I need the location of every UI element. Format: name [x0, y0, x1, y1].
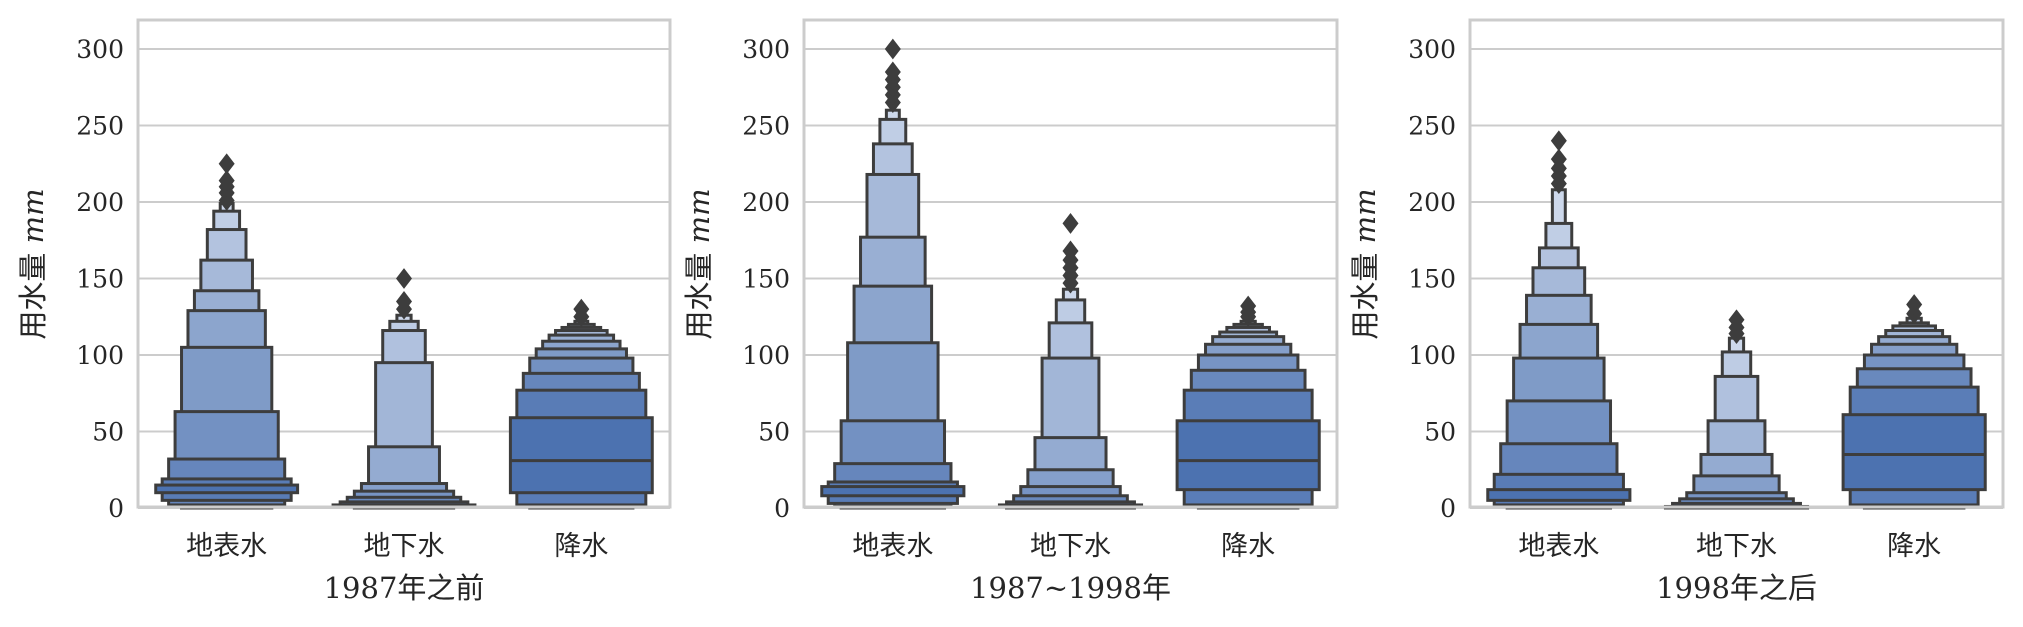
x-tick-label: 地下水	[1696, 531, 1777, 562]
y-tick-label: 150	[76, 265, 124, 294]
boxen-1	[1486, 130, 1632, 510]
boxen-box	[154, 483, 300, 495]
boxen-box	[508, 416, 654, 495]
outlier-point	[1728, 309, 1745, 331]
boxen-3	[1841, 294, 1987, 510]
outlier-point	[884, 38, 901, 60]
y-tick-label: 150	[1408, 265, 1456, 294]
y-axis-title-text: 用水量	[682, 253, 716, 340]
panel-3: 0 50 100 150 200 250 300 地表水 地下水 降水 1998年之后 用水量 mm	[1348, 18, 2005, 605]
y-tick-label: 250	[76, 112, 124, 141]
y-axis-title-text: 用水量	[16, 253, 50, 340]
x-tick-label: 地下水	[1030, 531, 1111, 562]
x-tick-label: 地表水	[186, 531, 267, 562]
y-axis-title: 用水量 mm	[16, 188, 50, 339]
y-axis-title: 用水量 mm	[682, 188, 716, 339]
y-tick-label: 50	[92, 418, 124, 447]
y-tick-label: 300	[76, 35, 124, 64]
boxen-2	[1663, 309, 1810, 510]
y-tick-label: 250	[742, 112, 790, 141]
boxen-3	[1175, 295, 1321, 510]
boxen-box	[1175, 419, 1321, 492]
y-tick-label: 150	[742, 265, 790, 294]
axes-frame	[1468, 18, 2005, 509]
x-tick-label: 降水	[1887, 531, 1941, 562]
y-tick-label: 200	[742, 188, 790, 217]
x-tick-label: 地表水	[1518, 531, 1599, 562]
y-axis-title-unit: mm	[1348, 188, 1382, 252]
outlier-point	[1240, 295, 1257, 317]
y-axis-title-unit: mm	[16, 188, 50, 252]
y-tick-label: 200	[1408, 188, 1456, 217]
boxen-box	[1486, 488, 1632, 502]
outlier-point	[1062, 240, 1079, 262]
y-tick-label: 0	[1440, 494, 1456, 523]
outlier-point	[218, 170, 235, 191]
boxen-box	[1841, 413, 1987, 492]
x-axis-title: 1998年之后	[1656, 571, 1817, 605]
outlier-point	[1062, 213, 1079, 234]
x-tick-label: 地表水	[852, 531, 933, 562]
y-tick-label: 100	[742, 341, 790, 370]
panel-1: 0 50 100 150 200 250 300 地表水 地下水 降水 1987年之前 用水量 mm	[16, 18, 672, 605]
axes-frame	[802, 18, 1339, 509]
boxen-1	[154, 153, 300, 510]
y-axis-title-text: 用水量	[1348, 253, 1382, 340]
x-tick-label: 降水	[1221, 531, 1275, 562]
y-tick-label: 100	[76, 341, 124, 370]
outlier-point	[396, 268, 412, 289]
x-axis-title: 1987年之前	[324, 571, 485, 605]
outlier-point	[573, 298, 590, 320]
y-tick-label: 100	[1408, 341, 1456, 370]
boxen-box	[820, 485, 966, 498]
outlier-point	[1550, 130, 1567, 152]
outlier-point	[396, 291, 412, 312]
y-tick-label: 300	[1408, 35, 1456, 64]
outlier-point	[218, 153, 235, 175]
y-axis-title-unit: mm	[682, 188, 716, 252]
y-axis-title: 用水量 mm	[1348, 188, 1382, 339]
y-tick-label: 250	[1408, 112, 1456, 141]
y-tick-label: 300	[742, 35, 790, 64]
outlier-point	[884, 61, 901, 83]
axes-frame	[136, 18, 672, 509]
x-tick-label: 地下水	[364, 531, 445, 562]
x-tick-label: 降水	[554, 531, 608, 562]
outlier-point	[1906, 294, 1923, 315]
boxen-3	[508, 298, 654, 510]
y-tick-label: 50	[758, 418, 790, 447]
y-tick-label: 200	[76, 188, 124, 217]
y-tick-label: 50	[1424, 418, 1456, 447]
boxen-2	[331, 268, 477, 510]
boxen-2	[997, 213, 1144, 510]
x-axis-title: 1987~1998年	[970, 571, 1171, 605]
y-tick-label: 0	[108, 494, 124, 523]
outlier-point	[1550, 148, 1567, 170]
boxen-1	[820, 38, 966, 510]
panel-2: 0 50 100 150 200 250 300 地表水 地下水 降水 1987~1998年 用水量 …	[682, 18, 1339, 605]
y-tick-label: 0	[774, 494, 790, 523]
